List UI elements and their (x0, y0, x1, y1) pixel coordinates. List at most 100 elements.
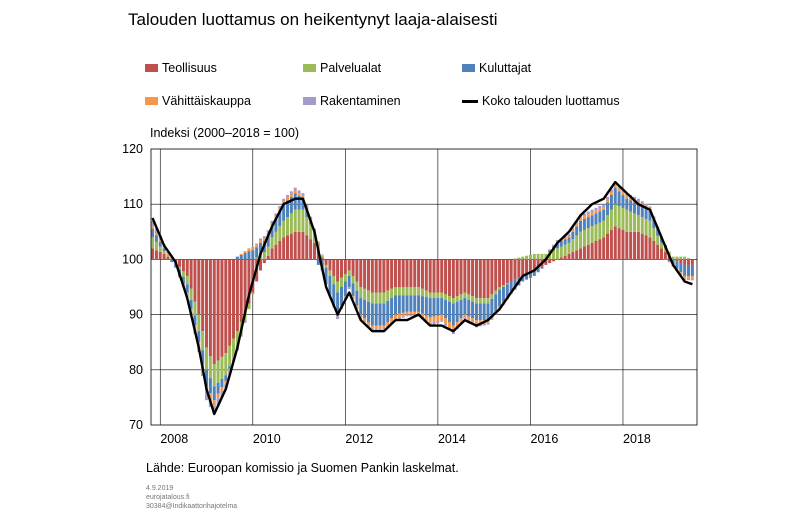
bar-palvelualat (671, 256, 675, 260)
bar-rakentaminen (336, 316, 340, 320)
bar-palvelualat (586, 228, 590, 245)
bar-kuluttajat (656, 228, 660, 236)
bar-palvelualat (351, 275, 355, 284)
bar-kuluttajat (251, 250, 255, 260)
bar-kuluttajat (285, 200, 290, 218)
bar-palvelualat (625, 209, 629, 232)
bar-vähittäiskauppa (320, 255, 324, 256)
bar-palvelualat (201, 331, 205, 351)
bar-palvelualat (205, 347, 209, 370)
bar-palvelualat (440, 292, 444, 299)
bar-vähittäiskauppa (571, 229, 575, 232)
bar-rakentaminen (690, 278, 694, 281)
bar-kuluttajat (328, 275, 332, 295)
bar-palvelualat (552, 250, 556, 260)
bar-kuluttajat (401, 295, 405, 313)
bar-kuluttajat (463, 298, 467, 315)
bar-palvelualat (644, 218, 648, 236)
bar-teollisuus (305, 235, 309, 260)
bar-teollisuus (498, 259, 502, 287)
bar-rakentaminen (316, 241, 320, 243)
bar-teollisuus (617, 228, 621, 260)
bar-teollisuus (282, 237, 286, 260)
bar-vähittäiskauppa (444, 318, 448, 324)
bar-palvelualat (660, 242, 664, 249)
bar-palvelualat (393, 287, 397, 296)
bar-palvelualat (656, 235, 660, 245)
bar-rakentaminen (555, 240, 559, 242)
bar-vähittäiskauppa (166, 253, 170, 255)
bar-palvelualat (444, 294, 448, 300)
bar-kuluttajat (513, 279, 517, 289)
bar-vähittäiskauppa (343, 296, 347, 298)
bar-teollisuus (656, 244, 660, 260)
bar-kuluttajat (428, 298, 432, 318)
bar-palvelualat (193, 301, 197, 316)
bar-palvelualat (154, 241, 158, 251)
footer-code: 30384@Indikaattorihajotelma (146, 503, 238, 510)
bar-kuluttajat (432, 298, 436, 317)
bar-palvelualat (575, 235, 579, 251)
bar-rakentaminen (482, 323, 486, 326)
bar-teollisuus (393, 259, 397, 287)
bar-vähittäiskauppa (606, 199, 610, 203)
bar-palvelualat (359, 287, 363, 299)
bar-rakentaminen (239, 334, 243, 337)
bar-vähittäiskauppa (378, 325, 382, 329)
bar-teollisuus (386, 259, 390, 291)
bar-teollisuus (621, 229, 625, 260)
bar-palvelualat (567, 242, 571, 254)
bar-palvelualat (305, 217, 309, 236)
bar-kuluttajat (579, 220, 583, 232)
bar-palvelualat (617, 206, 621, 229)
bar-rakentaminen (602, 204, 606, 207)
bar-vähittäiskauppa (359, 314, 363, 318)
bar-teollisuus (525, 259, 529, 275)
bar-teollisuus (197, 259, 201, 315)
bar-kuluttajat (189, 299, 193, 310)
y-tick-label: 70 (129, 418, 143, 432)
bar-palvelualat (386, 290, 390, 301)
bar-rakentaminen (347, 288, 351, 290)
y-tick-label: 110 (123, 197, 143, 211)
bar-kuluttajat (409, 295, 413, 312)
bar-teollisuus (343, 259, 347, 275)
bar-palvelualat (633, 213, 637, 232)
bar-teollisuus (378, 259, 382, 293)
bar-kuluttajat (293, 193, 297, 210)
bar-kuluttajat (343, 281, 347, 297)
bar-palvelualat (613, 204, 617, 227)
axes: 70 80 90 100 110 120 2008 2010 2012 2014 2016 2018 (122, 142, 698, 446)
bar-rakentaminen (401, 316, 405, 318)
bar-vähittäiskauppa (513, 288, 517, 290)
bar-teollisuus (224, 259, 228, 354)
bar-teollisuus (278, 241, 282, 260)
bar-teollisuus (297, 231, 301, 260)
bar-teollisuus (474, 259, 478, 299)
bar-vähittäiskauppa (259, 240, 263, 243)
bar-kuluttajat (339, 287, 343, 306)
bar-vähittäiskauppa (413, 311, 417, 315)
bar-palvelualat (328, 270, 332, 276)
bar-vähittäiskauppa (617, 188, 621, 192)
bar-teollisuus (413, 259, 417, 287)
bar-teollisuus (262, 259, 266, 264)
bar-kuluttajat (548, 250, 552, 253)
bar-rakentaminen (351, 297, 355, 300)
bar-kuluttajat (675, 261, 679, 269)
bar-vähittäiskauppa (440, 314, 444, 321)
bar-palvelualat (532, 253, 536, 260)
bar-kuluttajat (363, 299, 367, 319)
bar-vähittäiskauppa (517, 285, 521, 286)
bar-vähittäiskauppa (301, 195, 305, 199)
bar-rakentaminen (255, 243, 259, 245)
bar-palvelualat (247, 303, 251, 310)
bar-vähittäiskauppa (382, 325, 386, 329)
bar-kuluttajat (366, 301, 370, 322)
bar-kuluttajat (521, 275, 525, 282)
bar-palvelualat (397, 287, 401, 296)
bar-kuluttajat (471, 301, 475, 319)
bar-palvelualat (544, 253, 548, 260)
bar-teollisuus (544, 259, 548, 265)
bar-palvelualat (162, 251, 166, 254)
